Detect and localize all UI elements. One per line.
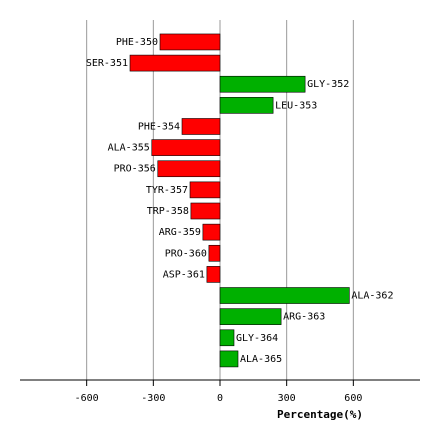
bar-label: PRO-360 xyxy=(165,248,207,259)
bar-label: ASP-361 xyxy=(163,269,205,280)
bar xyxy=(202,223,221,241)
bar-label: ARG-359 xyxy=(159,227,201,238)
bar-label: PHE-354 xyxy=(138,121,180,132)
bar-label: PHE-350 xyxy=(116,37,158,48)
bar-label: ALA-365 xyxy=(240,354,282,365)
bar-label: TRP-358 xyxy=(147,206,189,217)
bar xyxy=(190,202,221,220)
bar-label: ALA-355 xyxy=(108,143,150,154)
bar-label: PRO-356 xyxy=(114,164,156,175)
bar-label: GLY-364 xyxy=(236,333,278,344)
bar xyxy=(219,350,239,368)
x-axis-title: Percentage(%) xyxy=(277,408,363,421)
bar xyxy=(219,308,282,325)
bar xyxy=(151,139,221,156)
bar xyxy=(189,181,221,199)
bar xyxy=(208,244,221,262)
bar-label: TYR-357 xyxy=(146,185,188,196)
x-tick-label: 300 xyxy=(278,393,296,404)
x-tick-label: 600 xyxy=(344,393,362,404)
bar xyxy=(219,97,274,114)
x-tick-label: -600 xyxy=(75,393,99,404)
bar xyxy=(219,287,350,304)
bar xyxy=(129,54,221,72)
bar xyxy=(181,118,221,135)
bar-label: GLY-352 xyxy=(307,79,349,90)
bar-label: ALA-362 xyxy=(351,291,393,302)
bar-label: LEU-353 xyxy=(275,100,317,111)
bar-label: SER-351 xyxy=(86,58,128,69)
bar xyxy=(159,33,221,51)
x-tick-label: -300 xyxy=(141,393,165,404)
bar xyxy=(219,75,306,93)
x-tick-label: 0 xyxy=(217,393,223,404)
bar-label: ARG-363 xyxy=(283,312,325,323)
bar xyxy=(157,160,221,178)
bar xyxy=(206,266,221,283)
bar xyxy=(219,329,235,347)
